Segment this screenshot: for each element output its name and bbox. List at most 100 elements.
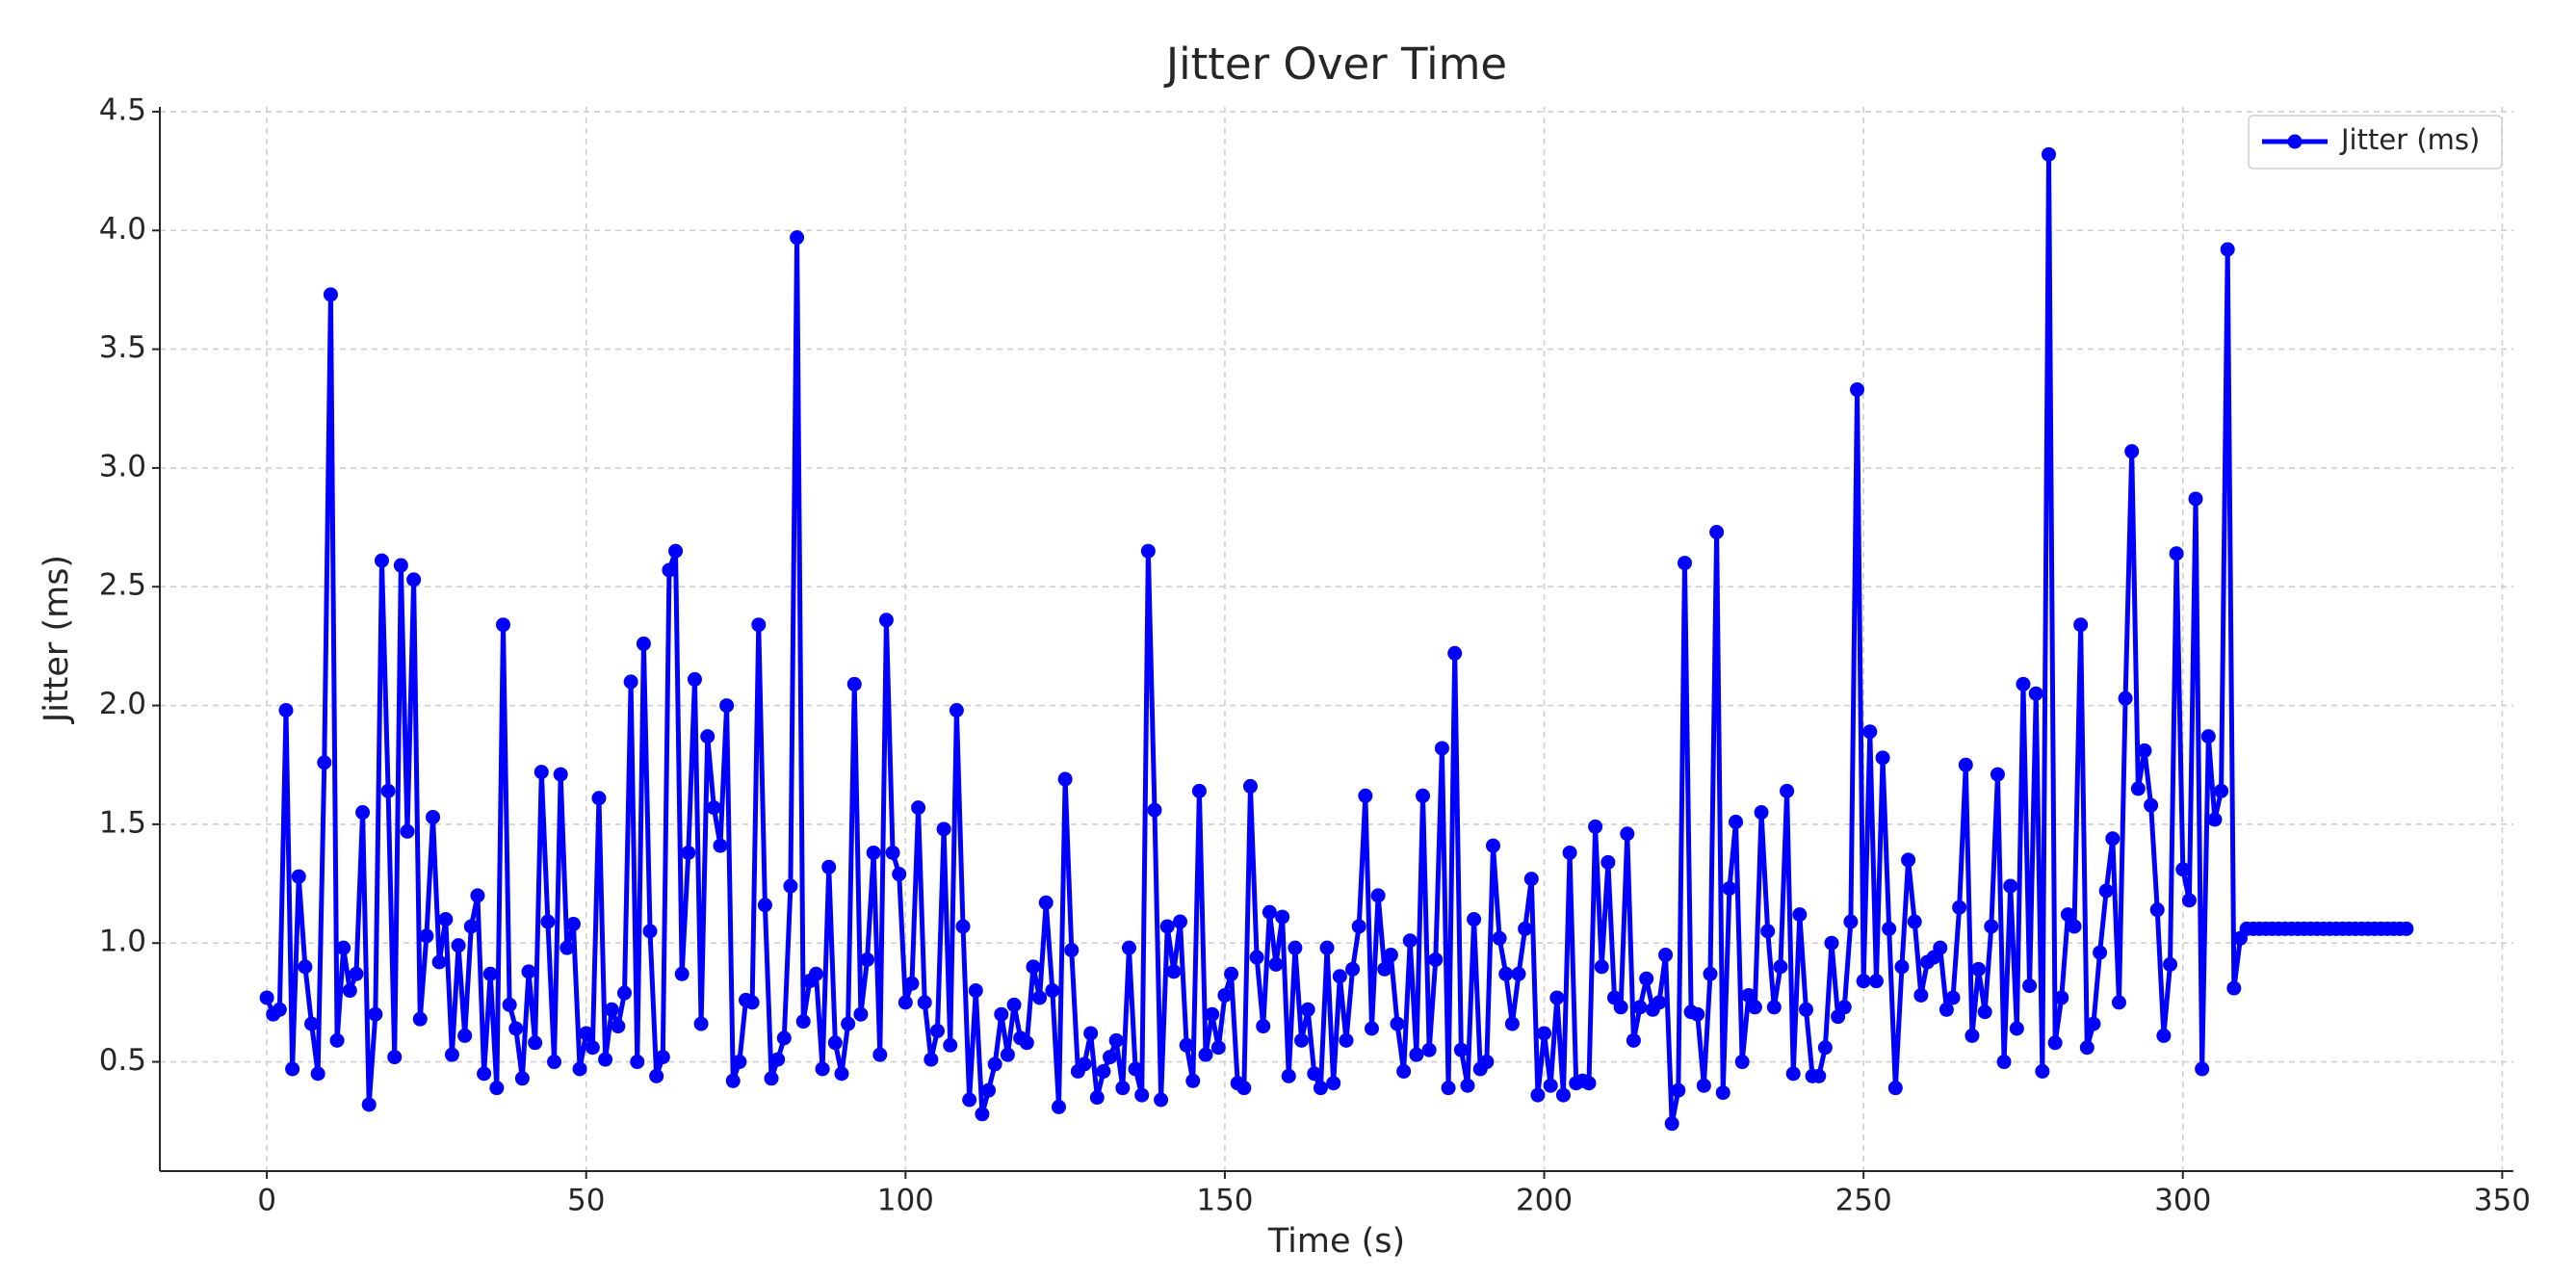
point [374, 553, 389, 568]
point [1722, 880, 1737, 896]
point [725, 1073, 741, 1088]
point [968, 983, 983, 999]
point [1664, 1116, 1679, 1132]
point [853, 1006, 869, 1022]
point [668, 543, 684, 559]
point [2105, 831, 2121, 847]
point [1205, 1006, 1220, 1022]
point [751, 617, 767, 633]
point [1083, 1026, 1099, 1041]
point [291, 869, 306, 884]
point [1096, 1063, 1111, 1079]
point [2009, 1021, 2024, 1036]
point [1996, 1055, 2012, 1070]
point [1313, 1081, 1328, 1096]
point [846, 676, 862, 691]
point [1281, 1068, 1296, 1083]
point [860, 952, 875, 967]
legend-label: Jitter (ms) [2339, 123, 2480, 156]
point [1620, 826, 1635, 842]
point [1383, 948, 1398, 963]
point [419, 928, 434, 944]
point [329, 1032, 345, 1048]
point [1467, 912, 1482, 927]
point [1933, 940, 1948, 955]
chart-title: Jitter Over Time [1163, 39, 1507, 90]
point [700, 729, 716, 744]
point [1990, 767, 2005, 782]
point [412, 1011, 428, 1027]
point [1051, 1099, 1066, 1114]
point [431, 954, 447, 970]
point [962, 1092, 977, 1108]
point [1421, 1042, 1437, 1057]
point [1690, 1006, 1705, 1022]
point [1785, 1066, 1801, 1082]
point [2195, 1061, 2210, 1077]
point [987, 1056, 1002, 1072]
point [1262, 904, 1277, 920]
point [521, 964, 536, 979]
point [1319, 940, 1335, 955]
point [451, 938, 466, 953]
point [636, 636, 651, 651]
point [368, 1006, 383, 1022]
point [2079, 1040, 2095, 1056]
point [1460, 1078, 1475, 1093]
point [885, 845, 900, 860]
y-axis-label: Jitter (ms) [38, 555, 76, 724]
point [393, 558, 408, 573]
point [2200, 729, 2216, 744]
point [1288, 940, 1303, 955]
point [1523, 872, 1539, 887]
point [463, 919, 479, 934]
point [559, 940, 575, 955]
point [2144, 797, 2159, 813]
point [713, 838, 728, 853]
point [1632, 1000, 1648, 1015]
point [1217, 987, 1233, 1003]
point [349, 966, 364, 981]
point [1019, 1035, 1034, 1051]
point [502, 997, 517, 1012]
point [1294, 1032, 1310, 1048]
point [1396, 1063, 1412, 1079]
point [2226, 980, 2242, 996]
point [1210, 1040, 1226, 1056]
point [298, 959, 313, 975]
point [642, 924, 658, 939]
point [1485, 838, 1500, 853]
point [272, 1002, 287, 1017]
point [1026, 959, 1041, 975]
point [2111, 995, 2126, 1010]
point [1696, 1078, 1711, 1093]
y-tick-label: 1.5 [99, 805, 146, 840]
point [565, 916, 581, 931]
point [2067, 919, 2082, 934]
point [604, 1002, 619, 1017]
point [1613, 1000, 1628, 1015]
point [2003, 878, 2018, 894]
point [1862, 724, 1878, 740]
point [732, 1055, 747, 1070]
point [2073, 617, 2089, 633]
point [1658, 948, 1674, 963]
point [1773, 959, 1788, 975]
point [1581, 1076, 1597, 1091]
y-tick-label: 0.5 [99, 1043, 146, 1078]
point [943, 1037, 958, 1053]
point [1128, 1061, 1143, 1077]
point [1045, 983, 1060, 999]
x-tick-label: 50 [567, 1184, 605, 1218]
point [1492, 930, 1507, 946]
point [1530, 1087, 1546, 1103]
point [744, 995, 760, 1010]
point [444, 1047, 459, 1062]
point [630, 1055, 645, 1070]
point [841, 1016, 856, 1031]
point [662, 562, 677, 578]
point [2220, 242, 2235, 257]
point [1945, 990, 1961, 1005]
point [764, 1071, 779, 1086]
point [1453, 1042, 1469, 1057]
